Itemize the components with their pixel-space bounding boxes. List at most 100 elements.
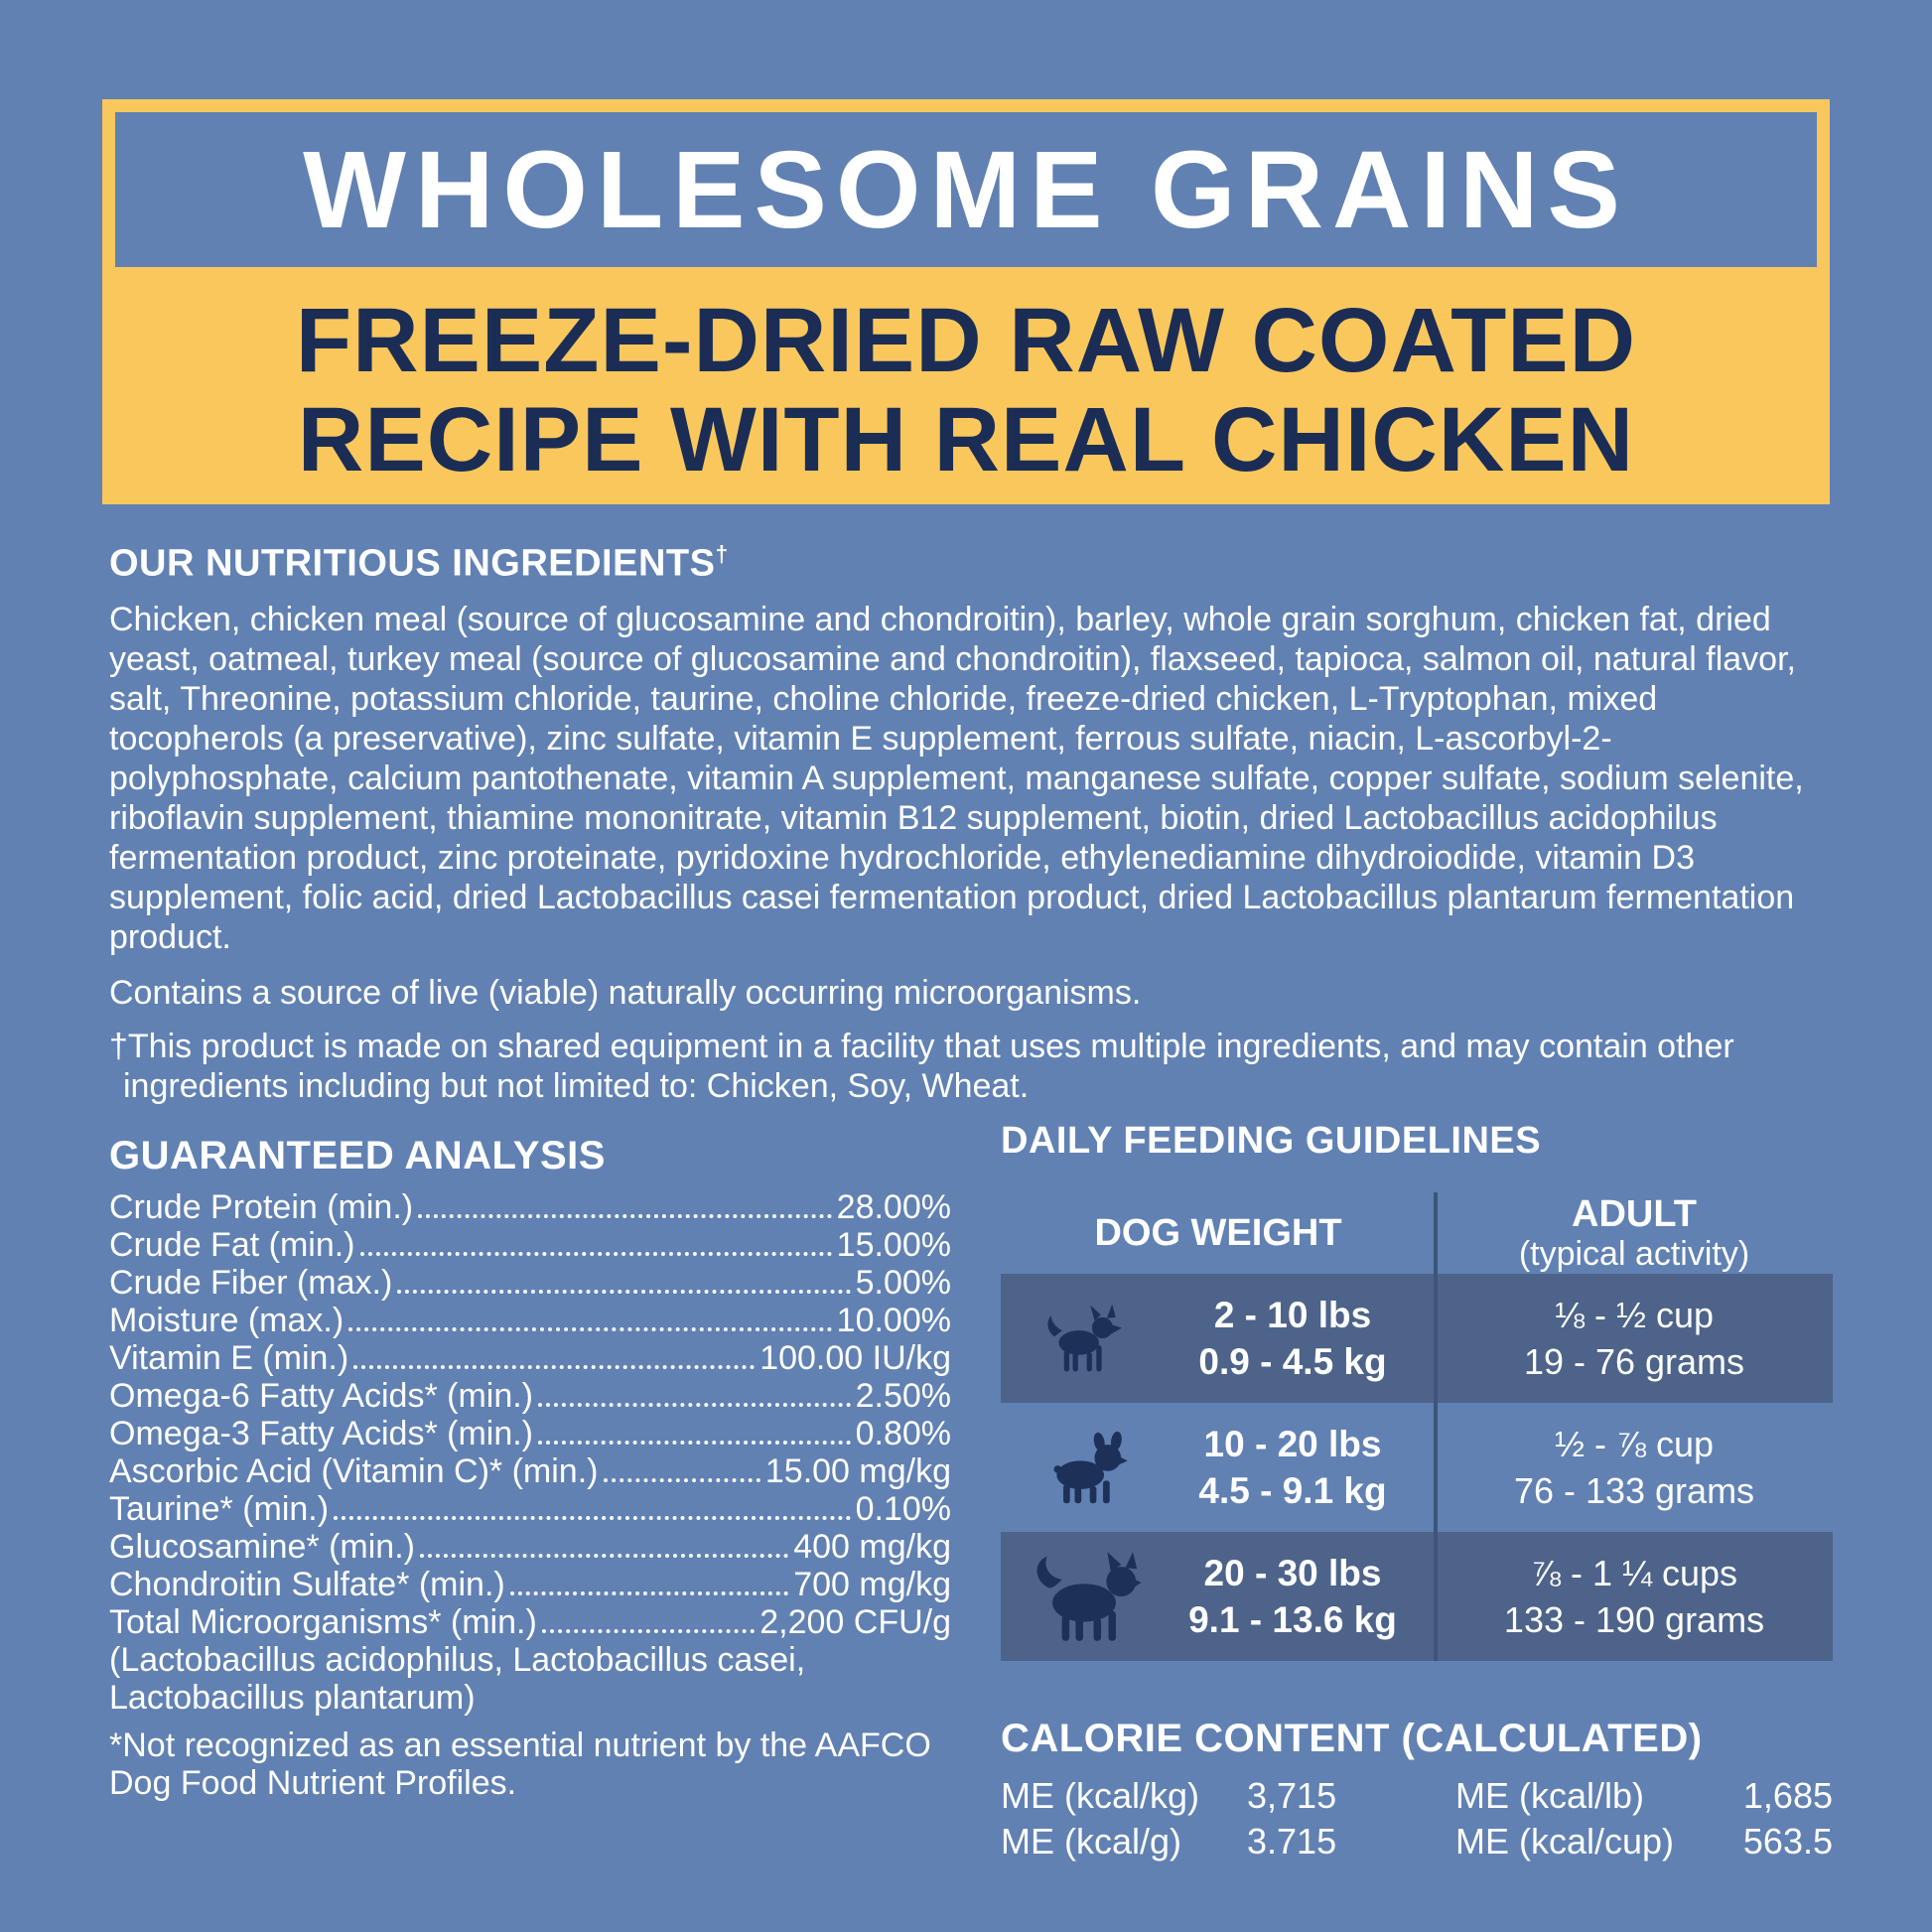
- dotted-leader: [541, 1629, 756, 1633]
- typical-activity-label: (typical activity): [1518, 1235, 1750, 1273]
- analysis-value: 10.00%: [836, 1302, 951, 1339]
- analysis-label: Omega-6 Fatty Acids* (min.): [109, 1377, 534, 1415]
- calorie-label: ME (kcal/lb): [1455, 1775, 1645, 1816]
- calorie-entry: ME (kcal/g) 3.715: [1001, 1819, 1455, 1864]
- dog-weight-cell: 2 - 10 lbs 0.9 - 4.5 kg: [1150, 1292, 1436, 1385]
- weight-lbs: 20 - 30 lbs: [1203, 1553, 1382, 1593]
- analysis-row: Total Microorganisms* (min.) 2,200 CFU/g: [109, 1603, 951, 1641]
- analysis-value: 28.00%: [836, 1188, 951, 1226]
- feeding-table: DOG WEIGHT ADULT (typical activity): [1001, 1192, 1833, 1661]
- analysis-value: 2,200 CFU/g: [759, 1603, 951, 1641]
- feeding-amount-cell: ⅞ - 1 ¼ cups 133 - 190 grams: [1436, 1550, 1833, 1643]
- dog-weight-cell: 20 - 30 lbs 9.1 - 13.6 kg: [1150, 1550, 1436, 1643]
- amount-grams: 19 - 76 grams: [1523, 1341, 1745, 1382]
- analysis-value: 700 mg/kg: [793, 1566, 951, 1603]
- ingredients-list: Chicken, chicken meal (source of glucosa…: [109, 600, 1804, 956]
- calorie-label: ME (kcal/kg): [1001, 1775, 1200, 1816]
- calorie-value: 3.715: [1247, 1821, 1337, 1862]
- weight-lbs: 10 - 20 lbs: [1203, 1424, 1382, 1464]
- analysis-value: 15.00 mg/kg: [764, 1452, 951, 1490]
- weight-kg: 9.1 - 13.6 kg: [1188, 1599, 1397, 1640]
- dotted-leader: [397, 1290, 851, 1294]
- analysis-row: Chondroitin Sulfate* (min.) 700 mg/kg: [109, 1566, 951, 1603]
- analysis-row: Crude Fat (min.) 15.00%: [109, 1226, 951, 1264]
- feeding-row-small-dog: 2 - 10 lbs 0.9 - 4.5 kg ⅛ - ½ cup 19 - 7…: [1001, 1274, 1833, 1403]
- dotted-leader: [348, 1327, 832, 1331]
- analysis-label: Ascorbic Acid (Vitamin C)* (min.): [109, 1452, 599, 1490]
- analysis-row: Omega-6 Fatty Acids* (min.) 2.50%: [109, 1377, 951, 1415]
- analysis-label: Crude Protein (min.): [109, 1188, 414, 1226]
- calorie-entry: ME (kcal/lb) 1,685: [1455, 1773, 1833, 1819]
- dotted-leader: [418, 1214, 832, 1218]
- recipe-subtitle-line1: FREEZE-DRIED RAW COATED: [295, 290, 1637, 391]
- hero-banner: WHOLESOME GRAINS FREEZE-DRIED RAW COATED…: [102, 99, 1830, 504]
- analysis-row: Taurine* (min.) 0.10%: [109, 1490, 951, 1528]
- analysis-value: 400 mg/kg: [793, 1528, 951, 1566]
- analysis-label: Crude Fiber (max.): [109, 1264, 393, 1302]
- analysis-value: 5.00%: [855, 1264, 951, 1302]
- analysis-label: Chondroitin Sulfate* (min.): [109, 1566, 505, 1603]
- analysis-row: Omega-3 Fatty Acids* (min.) 0.80%: [109, 1415, 951, 1452]
- analysis-value: 15.00%: [836, 1226, 951, 1264]
- dog-weight-cell: 10 - 20 lbs 4.5 - 9.1 kg: [1150, 1421, 1436, 1514]
- dotted-leader: [509, 1591, 789, 1595]
- analysis-label: Omega-3 Fatty Acids* (min.): [109, 1415, 534, 1452]
- calorie-value: 1,685: [1742, 1775, 1833, 1816]
- analysis-row: Moisture (max.) 10.00%: [109, 1302, 951, 1339]
- recipe-subtitle: FREEZE-DRIED RAW COATED RECIPE WITH REAL…: [115, 291, 1817, 489]
- medium-dog-icon: [1001, 1428, 1150, 1507]
- dotted-leader: [353, 1365, 756, 1369]
- dotted-leader: [334, 1516, 851, 1520]
- hero-title-band: WHOLESOME GRAINS: [115, 112, 1817, 267]
- microorganisms-note: Contains a source of live (viable) natur…: [109, 973, 1142, 1012]
- guaranteed-analysis-section: GUARANTEED ANALYSIS Crude Protein (min.)…: [109, 1134, 951, 1802]
- feeding-row-large-dog: 20 - 30 lbs 9.1 - 13.6 kg ⅞ - 1 ¼ cups 1…: [1001, 1532, 1833, 1661]
- ingredients-section: OUR NUTRITIOUS INGREDIENTS† Chicken, chi…: [109, 541, 1825, 1106]
- recipe-subtitle-line2: RECIPE WITH REAL CHICKEN: [297, 389, 1635, 490]
- analysis-row: Ascorbic Acid (Vitamin C)* (min.) 15.00 m…: [109, 1452, 951, 1490]
- analysis-row: Glucosamine* (min.) 400 mg/kg: [109, 1528, 951, 1566]
- table-column-divider: [1434, 1192, 1438, 1661]
- dagger-mark: †: [715, 541, 729, 567]
- amount-grams: 133 - 190 grams: [1503, 1599, 1765, 1640]
- calorie-value: 3,715: [1247, 1775, 1337, 1816]
- shared-equipment-note: †This product is made on shared equipmen…: [109, 1027, 1734, 1105]
- amount-cups: ⅞ - 1 ¼ cups: [1530, 1553, 1738, 1593]
- analysis-value: 0.10%: [855, 1490, 951, 1528]
- guaranteed-analysis-heading: GUARANTEED ANALYSIS: [109, 1134, 606, 1177]
- analysis-label: Taurine* (min.): [109, 1490, 330, 1528]
- amount-cups: ½ - ⅞ cup: [1554, 1424, 1715, 1464]
- product-line-title: WHOLESOME GRAINS: [303, 128, 1629, 251]
- calorie-content-grid: ME (kcal/kg) 3,715 ME (kcal/lb) 1,685 ME (…: [1001, 1773, 1833, 1864]
- calorie-label: ME (kcal/g): [1001, 1821, 1182, 1862]
- amount-grams: 76 - 133 grams: [1513, 1470, 1755, 1511]
- analysis-label: Glucosamine* (min.): [109, 1528, 415, 1566]
- calorie-entry: ME (kcal/kg) 3,715: [1001, 1773, 1455, 1819]
- ingredients-heading: OUR NUTRITIOUS INGREDIENTS†: [109, 541, 1825, 586]
- weight-lbs: 2 - 10 lbs: [1213, 1295, 1372, 1335]
- adult-label: ADULT: [1572, 1193, 1697, 1235]
- calorie-label: ME (kcal/cup): [1455, 1821, 1675, 1862]
- feeding-row-medium-dog: 10 - 20 lbs 4.5 - 9.1 kg ½ - ⅞ cup 76 - …: [1001, 1403, 1833, 1532]
- analysis-label: Total Microorganisms* (min.): [109, 1603, 537, 1641]
- analysis-row: Crude Protein (min.) 28.00%: [109, 1188, 951, 1226]
- analysis-label: Vitamin E (min.): [109, 1339, 349, 1377]
- analysis-label: Crude Fat (min.): [109, 1226, 355, 1264]
- feeding-guidelines-section: DAILY FEEDING GUIDELINES DOG WEIGHT ADUL…: [1001, 1120, 1833, 1864]
- calorie-value: 563.5: [1742, 1821, 1833, 1862]
- dotted-leader: [419, 1554, 789, 1558]
- dotted-leader: [603, 1478, 760, 1482]
- large-dog-icon: [1001, 1548, 1150, 1645]
- weight-kg: 0.9 - 4.5 kg: [1198, 1341, 1387, 1382]
- microorganism-species-list: (Lactobacillus acidophilus, Lactobacillu…: [109, 1641, 806, 1717]
- adult-column-header: ADULT (typical activity): [1436, 1192, 1833, 1274]
- analysis-row: Vitamin E (min.) 100.00 IU/kg: [109, 1339, 951, 1377]
- analysis-value: 100.00 IU/kg: [759, 1339, 951, 1377]
- analysis-value: 2.50%: [855, 1377, 951, 1415]
- ingredients-heading-text: OUR NUTRITIOUS INGREDIENTS: [109, 542, 716, 585]
- weight-kg: 4.5 - 9.1 kg: [1198, 1470, 1387, 1511]
- dotted-leader: [359, 1252, 832, 1256]
- calorie-entry: ME (kcal/cup) 563.5: [1455, 1819, 1833, 1864]
- dotted-leader: [538, 1403, 851, 1407]
